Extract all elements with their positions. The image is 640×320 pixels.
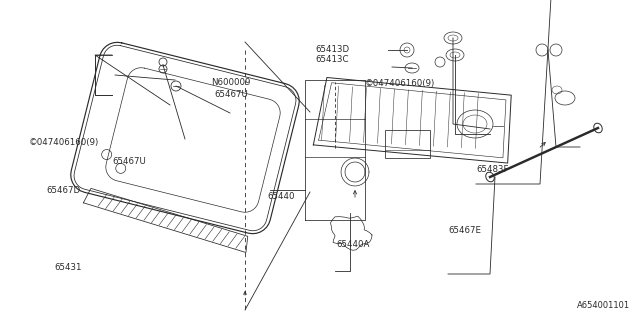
Text: 65467U: 65467U — [112, 157, 146, 166]
Text: 65467E: 65467E — [448, 226, 481, 235]
Text: A654001101: A654001101 — [577, 301, 630, 310]
Text: ©047406160(9): ©047406160(9) — [365, 79, 435, 88]
Text: 65413C: 65413C — [316, 55, 349, 64]
Text: 65440A: 65440A — [336, 240, 369, 249]
Text: 65431: 65431 — [54, 263, 82, 272]
Text: 65413D: 65413D — [316, 45, 349, 54]
Text: 65440: 65440 — [268, 192, 295, 201]
Text: 65467D: 65467D — [46, 186, 80, 195]
Bar — [385, 130, 430, 158]
Text: N600009: N600009 — [211, 78, 251, 87]
Ellipse shape — [486, 172, 494, 182]
Text: 65467U: 65467U — [214, 90, 248, 99]
Text: ©047406160(9): ©047406160(9) — [29, 138, 99, 147]
Text: 65483F: 65483F — [477, 165, 509, 174]
Ellipse shape — [594, 123, 602, 133]
